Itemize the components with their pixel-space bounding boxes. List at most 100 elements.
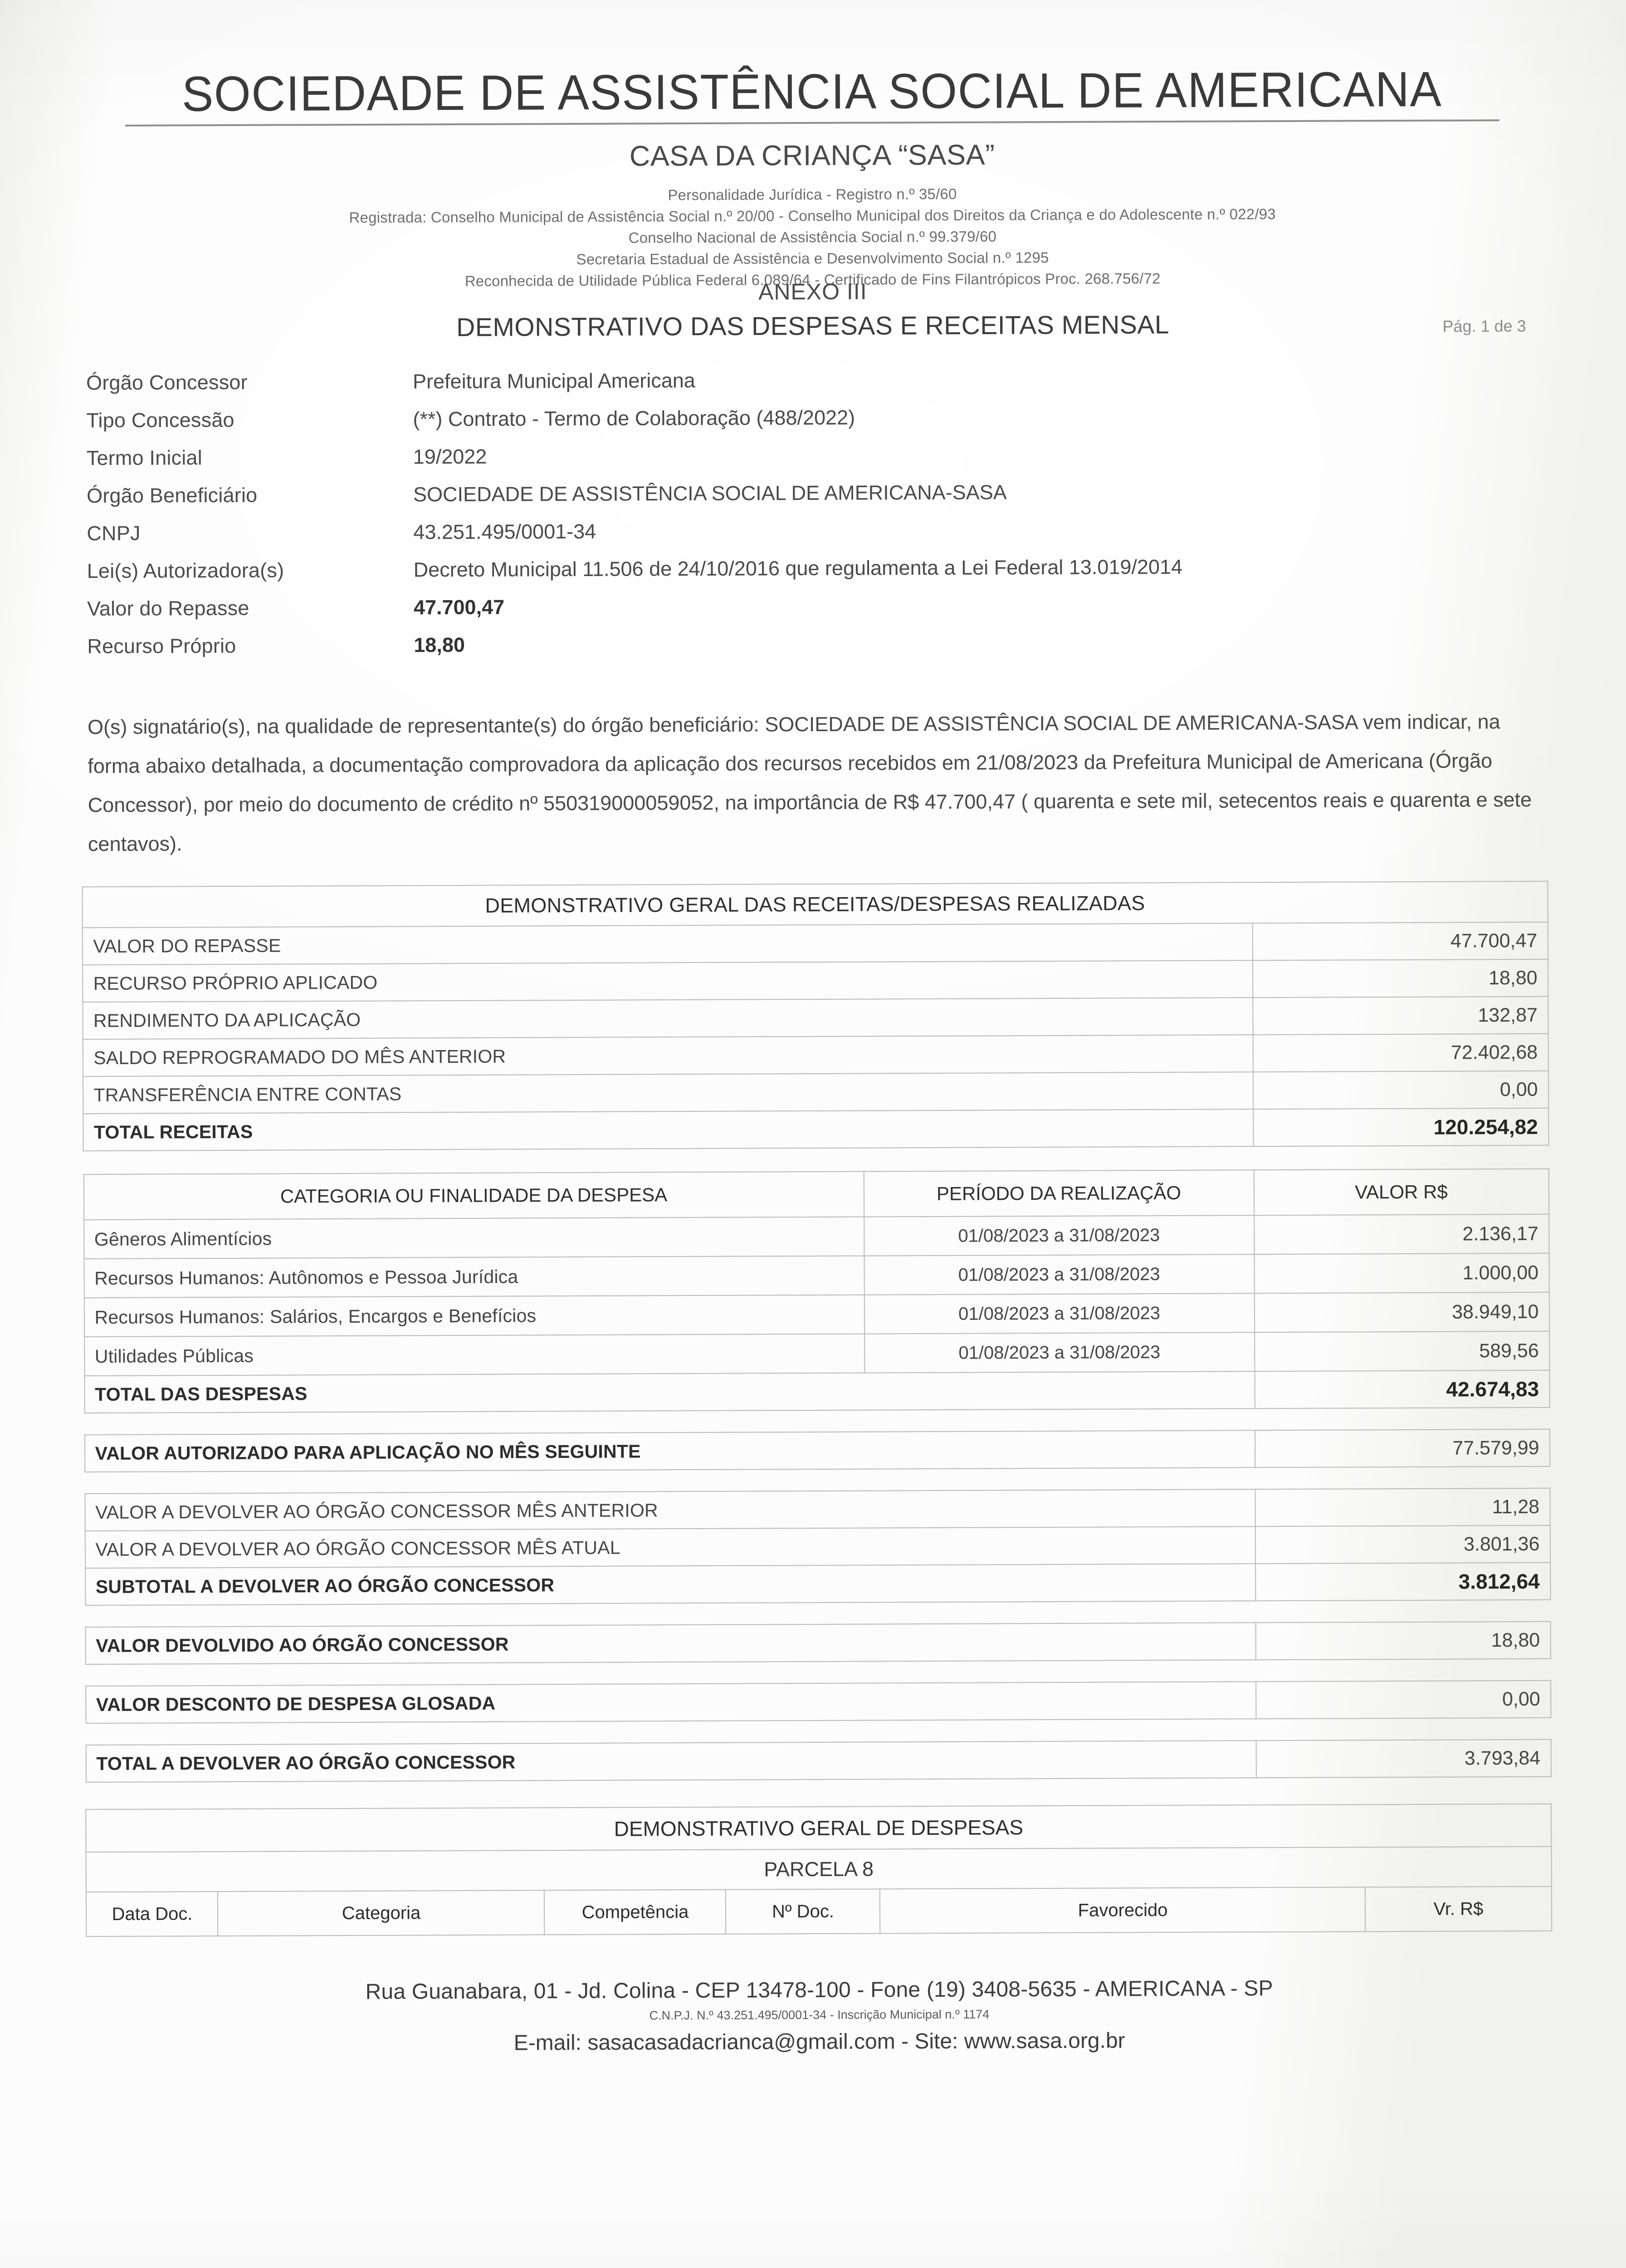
meta-value: SOCIEDADE DE ASSISTÊNCIA SOCIAL DE AMERI…: [413, 480, 1007, 506]
row-label: SALDO REPROGRAMADO DO MÊS ANTERIOR: [83, 1035, 1254, 1077]
meta-value: 19/2022: [413, 445, 487, 469]
table-row: VALOR DO REPASSE 47.700,47: [83, 922, 1548, 965]
column-header-periodo: PERÍODO DA REALIZAÇÃO: [864, 1170, 1254, 1217]
table-row: VALOR AUTORIZADO PARA APLICAÇÃO NO MÊS S…: [84, 1429, 1550, 1472]
autorizado-label: VALOR AUTORIZADO PARA APLICAÇÃO NO MÊS S…: [84, 1430, 1255, 1472]
meta-row: Recurso Próprio 18,80: [87, 629, 1538, 672]
autorizado-table: VALOR AUTORIZADO PARA APLICAÇÃO NO MÊS S…: [84, 1429, 1550, 1472]
meta-row: Tipo Concessão (**) Contrato - Termo de …: [86, 403, 1538, 446]
table-title-row: DEMONSTRATIVO GERAL DAS RECEITAS/DESPESA…: [82, 881, 1548, 928]
table-header-row: CATEGORIA OU FINALIDADE DA DESPESA PERÍO…: [83, 1168, 1549, 1220]
receitas-table-wrap: DEMONSTRATIVO GERAL DAS RECEITAS/DESPESA…: [2, 880, 1626, 1152]
row-value: 47.700,47: [1253, 922, 1548, 961]
document-title-row: DEMONSTRATIVO DAS DESPESAS E RECEITAS ME…: [0, 308, 1626, 346]
row-label: TRANSFERÊNCIA ENTRE CONTAS: [83, 1072, 1254, 1114]
glosada-value: 0,00: [1255, 1680, 1551, 1719]
table-row: VALOR DEVOLVIDO AO ÓRGÃO CONCESSOR 18,80: [85, 1621, 1551, 1665]
devolver-table-wrap: VALOR A DEVOLVER AO ÓRGÃO CONCESSOR MÊS …: [5, 1487, 1626, 1606]
row-label: RECURSO PRÓPRIO APLICADO: [83, 960, 1253, 1002]
meta-value: 43.251.495/0001-34: [413, 519, 596, 544]
meta-label: Tipo Concessão: [86, 408, 234, 432]
meta-row: Termo Inicial 19/2022: [87, 441, 1538, 484]
total-despesas-label: TOTAL DAS DESPESAS: [84, 1371, 1255, 1413]
cell-categoria: Utilidades Públicas: [84, 1334, 864, 1376]
meta-label: CNPJ: [87, 521, 141, 545]
meta-value: 47.700,47: [413, 595, 505, 619]
letterhead: SOCIEDADE DE ASSISTÊNCIA SOCIAL DE AMERI…: [0, 0, 1626, 346]
meta-label: Órgão Concessor: [86, 370, 248, 395]
receitas-table: DEMONSTRATIVO GERAL DAS RECEITAS/DESPESA…: [82, 881, 1549, 1151]
table-row: TOTAL A DEVOLVER AO ÓRGÃO CONCESSOR 3.79…: [86, 1739, 1551, 1783]
footer-contact: E-mail: sasacasadacrianca@gmail.com - Si…: [513, 2028, 1125, 2055]
table-row: RENDIMENTO DA APLICAÇÃO 132,87: [83, 996, 1548, 1040]
glosada-table-wrap: VALOR DESCONTO DE DESPESA GLOSADA 0,00: [5, 1680, 1626, 1724]
bottom-header-row: Data Doc. Categoria Competência Nº Doc. …: [86, 1886, 1552, 1937]
total-devolver-table: TOTAL A DEVOLVER AO ÓRGÃO CONCESSOR 3.79…: [85, 1739, 1551, 1783]
demonstrativo-despesas-table-wrap: DEMONSTRATIVO GERAL DE DESPESAS PARCELA …: [5, 1803, 1626, 1937]
demonstrativo-despesas-table: DEMONSTRATIVO GERAL DE DESPESAS PARCELA …: [86, 1804, 1552, 1937]
meta-label: Termo Inicial: [86, 446, 203, 470]
table-row: VALOR A DEVOLVER AO ÓRGÃO CONCESSOR MÊS …: [85, 1488, 1550, 1531]
row-label: VALOR A DEVOLVER AO ÓRGÃO CONCESSOR MÊS …: [85, 1526, 1255, 1569]
row-value: 120.254,82: [1253, 1108, 1549, 1147]
cell-periodo: 01/08/2023 a 31/08/2023: [864, 1293, 1255, 1334]
column-header-data-doc: Data Doc.: [86, 1892, 218, 1937]
total-devolver-label: TOTAL A DEVOLVER AO ÓRGÃO CONCESSOR: [86, 1740, 1256, 1783]
table-total-row: TOTAL DAS DESPESAS 42.674,83: [84, 1370, 1550, 1413]
row-value: 3.801,36: [1255, 1525, 1550, 1564]
meta-label: Recurso Próprio: [87, 634, 236, 658]
meta-row: Órgão Concessor Prefeitura Municipal Ame…: [86, 366, 1538, 409]
receitas-table-title: DEMONSTRATIVO GERAL DAS RECEITAS/DESPESA…: [82, 881, 1548, 928]
footer-address: Rua Guanabara, 01 - Jd. Colina - CEP 134…: [365, 1976, 1273, 2004]
cell-valor: 1.000,00: [1254, 1253, 1549, 1294]
row-value: 3.812,64: [1255, 1562, 1550, 1601]
page-title: DEMONSTRATIVO DAS DESPESAS E RECEITAS ME…: [456, 310, 1170, 342]
cell-valor: 38.949,10: [1254, 1292, 1549, 1333]
organization-subtitle: CASA DA CRIANÇA “SASA”: [629, 139, 995, 172]
cell-categoria: Recursos Humanos: Salários, Encargos e B…: [84, 1295, 864, 1337]
row-value: 11,28: [1255, 1488, 1550, 1527]
anexo-label: ANEXO III: [758, 279, 867, 305]
table-row: Recursos Humanos: Salários, Encargos e B…: [84, 1292, 1549, 1337]
glosada-label: VALOR DESCONTO DE DESPESA GLOSADA: [85, 1681, 1256, 1724]
table-row: VALOR DESCONTO DE DESPESA GLOSADA 0,00: [85, 1680, 1551, 1724]
column-header-vr-rs: Vr. R$: [1365, 1886, 1552, 1932]
meta-value: Decreto Municipal 11.506 de 24/10/2016 q…: [413, 555, 1183, 582]
column-header-valor: VALOR R$: [1254, 1168, 1549, 1216]
column-header-n-doc: Nº Doc.: [726, 1889, 880, 1934]
devolvido-table: VALOR DEVOLVIDO AO ÓRGÃO CONCESSOR 18,80: [85, 1621, 1551, 1665]
row-value: 0,00: [1253, 1070, 1548, 1110]
cell-valor: 2.136,17: [1254, 1214, 1549, 1255]
row-label: TOTAL RECEITAS: [83, 1109, 1254, 1151]
autorizado-table-wrap: VALOR AUTORIZADO PARA APLICAÇÃO NO MÊS S…: [4, 1428, 1626, 1473]
row-label: VALOR A DEVOLVER AO ÓRGÃO CONCESSOR MÊS …: [85, 1489, 1255, 1531]
cell-periodo: 01/08/2023 a 31/08/2023: [864, 1215, 1254, 1256]
devolvido-value: 18,80: [1255, 1621, 1551, 1660]
page-footer: Rua Guanabara, 01 - Jd. Colina - CEP 134…: [6, 1975, 1626, 2058]
table-row: TRANSFERÊNCIA ENTRE CONTAS 0,00: [83, 1070, 1548, 1114]
footer-cnpj: C.N.P.J. N.º 43.251.495/0001-34 - Inscri…: [649, 2007, 990, 2023]
column-header-competencia: Competência: [544, 1889, 726, 1935]
despesas-table: CATEGORIA OU FINALIDADE DA DESPESA PERÍO…: [83, 1168, 1550, 1413]
meta-row: Órgão Beneficiário SOCIEDADE DE ASSISTÊN…: [87, 479, 1538, 522]
table-row: RECURSO PRÓPRIO APLICADO 18,80: [83, 959, 1548, 1002]
column-header-favorecido: Favorecido: [880, 1887, 1366, 1934]
bottom-table-title: DEMONSTRATIVO GERAL DE DESPESAS: [86, 1804, 1552, 1853]
autorizado-value: 77.579,99: [1255, 1429, 1550, 1468]
meta-label: Lei(s) Autorizadora(s): [87, 558, 284, 583]
cell-valor: 589,56: [1254, 1331, 1549, 1372]
cell-categoria: Recursos Humanos: Autônomos e Pessoa Jur…: [84, 1256, 864, 1298]
glosada-table: VALOR DESCONTO DE DESPESA GLOSADA 0,00: [85, 1680, 1551, 1724]
devolver-table: VALOR A DEVOLVER AO ÓRGÃO CONCESSOR MÊS …: [84, 1488, 1551, 1606]
bottom-subtitle-row: PARCELA 8: [86, 1846, 1552, 1892]
column-header-categoria: CATEGORIA OU FINALIDADE DA DESPESA: [83, 1171, 864, 1220]
table-row: SALDO REPROGRAMADO DO MÊS ANTERIOR 72.40…: [83, 1033, 1548, 1077]
column-header-categoria: Categoria: [218, 1890, 545, 1936]
row-label: RENDIMENTO DA APLICAÇÃO: [83, 997, 1254, 1040]
despesas-table-wrap: CATEGORIA OU FINALIDADE DA DESPESA PERÍO…: [3, 1168, 1626, 1414]
total-devolver-value: 3.793,84: [1256, 1739, 1551, 1778]
devolvido-table-wrap: VALOR DEVOLVIDO AO ÓRGÃO CONCESSOR 18,80: [5, 1621, 1626, 1665]
table-row: Utilidades Públicas 01/08/2023 a 31/08/2…: [84, 1331, 1549, 1376]
metadata-fields: Órgão Concessor Prefeitura Municipal Ame…: [86, 366, 1539, 672]
